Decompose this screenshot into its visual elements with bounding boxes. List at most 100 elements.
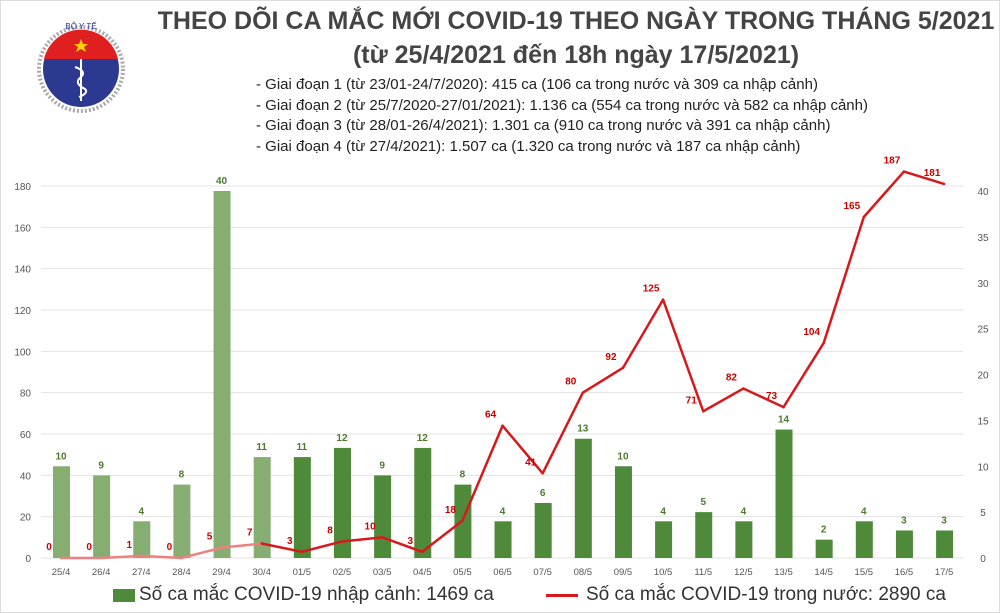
right-tick-label: 25	[977, 325, 989, 336]
right-tick-label: 10	[977, 462, 989, 473]
bar-imported	[494, 521, 512, 558]
bar-value-label: 4	[741, 506, 747, 517]
line-segment-domestic	[380, 536, 424, 554]
bar-value-label: 6	[540, 488, 546, 499]
bar-imported	[374, 475, 392, 558]
bar-imported	[133, 521, 151, 558]
line-value-label: 0	[86, 542, 92, 553]
x-tick-label: 12/5	[734, 567, 753, 578]
x-tick-label: 17/5	[935, 567, 954, 578]
left-tick-label: 60	[20, 430, 32, 441]
line-value-label: 82	[726, 373, 738, 384]
x-tick-label: 30/4	[252, 567, 271, 578]
bar-imported	[93, 475, 111, 558]
line-value-label: 73	[766, 391, 778, 402]
line-value-label: 125	[643, 284, 660, 295]
line-segment-domestic	[742, 387, 785, 409]
line-value-label: 92	[605, 352, 617, 363]
x-tick-label: 08/5	[574, 567, 593, 578]
bar-value-label: 8	[179, 470, 185, 481]
line-value-label: 10	[365, 521, 377, 532]
line-segment-domestic	[340, 536, 384, 543]
line-segment-domestic	[421, 519, 464, 554]
x-tick-label: 05/5	[453, 567, 472, 578]
bar-value-label: 2	[821, 525, 827, 536]
left-tick-label: 80	[20, 389, 32, 400]
note-4: - Giai đoạn 4 (từ 27/4/2021): 1.507 ca (…	[256, 137, 801, 155]
line-value-label: 1	[126, 540, 132, 551]
bar-imported	[936, 530, 954, 558]
right-tick-label: 40	[977, 187, 989, 198]
bar-imported	[815, 539, 833, 558]
line-value-label: 5	[207, 532, 213, 543]
x-tick-label: 10/5	[654, 567, 673, 578]
right-tick-label: 35	[977, 233, 989, 244]
note-2: - Giai đoạn 2 (từ 25/7/2020-27/01/2021):…	[256, 96, 868, 114]
line-value-label: 7	[247, 528, 253, 539]
bar-imported	[895, 530, 913, 558]
legend-imported: Số ca mắc COVID-19 nhập cảnh: 1469 ca	[113, 584, 494, 606]
x-tick-label: 14/5	[814, 567, 833, 578]
bar-value-label: 9	[379, 460, 385, 471]
bar-value-label: 4	[138, 506, 144, 517]
x-tick-label: 06/5	[493, 567, 512, 578]
bar-value-label: 4	[500, 506, 506, 517]
bar-imported	[695, 512, 713, 558]
chart-title: THEO DÕI CA MẮC MỚI COVID-19 THEO NGÀY T…	[157, 7, 995, 35]
bar-imported	[855, 521, 873, 558]
x-tick-label: 03/5	[373, 567, 392, 578]
bar-value-label: 11	[297, 442, 308, 453]
line-segment-domestic	[581, 366, 625, 394]
right-tick-label: 30	[977, 279, 989, 290]
line-value-label: 8	[327, 525, 333, 536]
line-value-label: 18	[445, 505, 457, 516]
x-tick-label: 15/5	[855, 567, 874, 578]
line-value-label: 80	[565, 377, 577, 388]
x-tick-label: 11/5	[694, 567, 712, 578]
bar-imported	[293, 457, 311, 558]
left-tick-label: 180	[14, 182, 31, 193]
right-tick-label: 15	[977, 416, 989, 427]
line-value-label: 0	[167, 542, 173, 553]
line-value-label: 71	[686, 395, 698, 406]
left-tick-label: 120	[14, 306, 31, 317]
line-value-label: 3	[287, 536, 293, 547]
line-segment-domestic	[822, 215, 866, 345]
note-1: - Giai đoạn 1 (từ 23/01-24/7/2020): 415 …	[256, 76, 818, 93]
bar-imported	[735, 521, 753, 558]
line-value-label: 41	[525, 457, 537, 468]
line-segment-domestic	[260, 542, 304, 554]
line-segment-domestic	[661, 298, 705, 413]
bar-value-label: 10	[617, 451, 629, 462]
line-segment-domestic	[180, 546, 223, 560]
x-tick-label: 26/4	[92, 567, 111, 578]
legend-bar-swatch	[113, 588, 135, 602]
left-tick-label: 40	[20, 471, 32, 482]
x-tick-label: 27/4	[132, 567, 151, 578]
line-value-label: 187	[884, 156, 901, 167]
x-tick-label: 25/4	[52, 567, 71, 578]
bar-value-label: 14	[778, 415, 790, 426]
bar-imported	[53, 466, 70, 558]
line-value-label: 64	[485, 410, 497, 421]
line-segment-domestic	[862, 170, 906, 219]
line-segment-domestic	[541, 391, 585, 475]
x-tick-label: 28/4	[172, 567, 191, 578]
chart-subtitle: (từ 25/4/2021 đến 18h ngày 17/5/2021)	[352, 41, 800, 69]
bar-value-label: 3	[941, 515, 947, 526]
x-tick-label: 04/5	[413, 567, 432, 578]
svg-text:BỘ Y TẾ: BỘ Y TẾ	[65, 21, 96, 31]
bar-imported	[213, 191, 231, 558]
bar-value-label: 4	[861, 506, 867, 517]
x-tick-label: 02/5	[333, 567, 352, 578]
bar-value-label: 40	[216, 176, 228, 187]
left-tick-label: 140	[14, 265, 31, 276]
line-segment-domestic	[140, 554, 183, 560]
bar-imported	[173, 484, 191, 558]
bar-value-label: 3	[901, 515, 907, 526]
line-value-label: 165	[843, 201, 860, 212]
bar-value-label: 11	[256, 442, 267, 453]
line-segment-domestic	[99, 554, 143, 560]
